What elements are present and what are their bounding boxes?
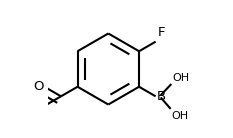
Text: OH: OH: [172, 111, 189, 121]
Text: F: F: [157, 26, 165, 39]
Text: OH: OH: [173, 73, 190, 83]
Text: B: B: [157, 90, 166, 103]
Text: O: O: [34, 80, 44, 93]
